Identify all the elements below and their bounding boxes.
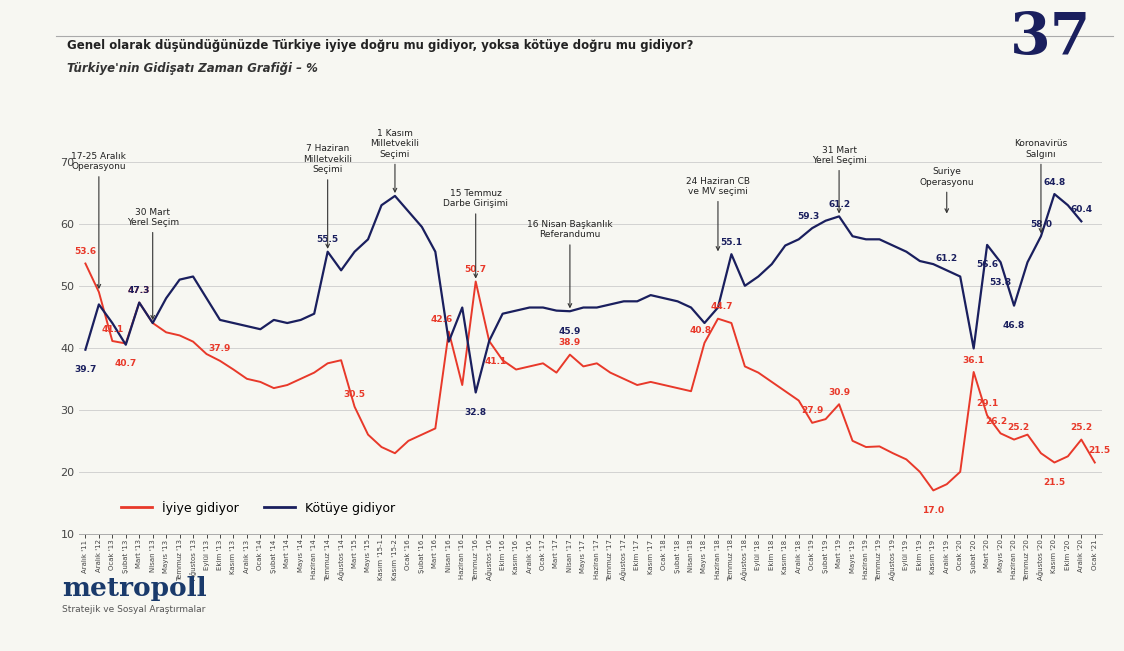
Text: 41.1: 41.1 (484, 357, 507, 365)
Text: 41.1: 41.1 (101, 325, 124, 333)
Text: 26.2: 26.2 (986, 417, 1007, 426)
Text: 25.2: 25.2 (1070, 423, 1093, 432)
Text: 55.1: 55.1 (720, 238, 743, 247)
Text: 45.9: 45.9 (559, 327, 581, 336)
Text: 50.7: 50.7 (464, 265, 487, 274)
Text: 27.9: 27.9 (801, 406, 824, 415)
Text: 38.9: 38.9 (559, 339, 581, 347)
Text: 46.8: 46.8 (1003, 321, 1025, 330)
Text: 32.8: 32.8 (464, 408, 487, 417)
Text: Koronavirüs
Salgını: Koronavirüs Salgını (1014, 139, 1068, 232)
Text: 36.1: 36.1 (962, 355, 985, 365)
Text: 60.4: 60.4 (1070, 205, 1093, 214)
Text: 24 Haziran CB
ve MV seçimi: 24 Haziran CB ve MV seçimi (686, 176, 750, 250)
Text: 30.5: 30.5 (344, 391, 365, 399)
Text: Stratejik ve Sosyal Araştırmalar: Stratejik ve Sosyal Araştırmalar (62, 605, 206, 615)
Legend: İyiye gidiyor, Kötüye gidiyor: İyiye gidiyor, Kötüye gidiyor (116, 496, 400, 519)
Text: 21.5: 21.5 (1043, 478, 1066, 487)
Text: 31 Mart
Yerel Seçimi: 31 Mart Yerel Seçimi (812, 146, 867, 212)
Text: 30 Mart
Yerel Seçim: 30 Mart Yerel Seçim (127, 208, 179, 319)
Text: Türkiye'nin Gidişatı Zaman Grafiği – %: Türkiye'nin Gidişatı Zaman Grafiği – % (67, 62, 318, 75)
Text: 40.7: 40.7 (115, 359, 137, 368)
Text: 53.6: 53.6 (74, 247, 97, 256)
Text: 56.6: 56.6 (976, 260, 998, 270)
Text: 16 Nisan Başkanlık
Referandumu: 16 Nisan Başkanlık Referandumu (527, 220, 613, 307)
Text: 1 Kasım
Milletvekili
Seçimi: 1 Kasım Milletvekili Seçimi (371, 129, 419, 192)
Text: 25.2: 25.2 (1007, 423, 1030, 432)
Text: 47.3: 47.3 (128, 286, 151, 295)
Text: 58.0: 58.0 (1030, 220, 1052, 229)
Text: 61.2: 61.2 (935, 254, 958, 263)
Text: 55.5: 55.5 (317, 235, 338, 244)
Text: 47.3: 47.3 (128, 286, 151, 295)
Text: 17-25 Aralık
Operasyonu: 17-25 Aralık Operasyonu (72, 152, 126, 288)
Text: 42.6: 42.6 (430, 315, 453, 324)
Text: 39.7: 39.7 (74, 365, 97, 374)
Text: 21.5: 21.5 (1088, 446, 1109, 455)
Text: 37.9: 37.9 (209, 344, 232, 353)
Text: metropoll: metropoll (62, 576, 207, 601)
Text: 30.9: 30.9 (828, 388, 850, 397)
Text: 29.1: 29.1 (976, 399, 998, 408)
Text: 7 Haziran
Milletvekili
Seçimi: 7 Haziran Milletvekili Seçimi (303, 145, 352, 247)
Text: 53.8: 53.8 (989, 278, 1012, 286)
Text: 59.3: 59.3 (797, 212, 819, 221)
Text: Suriye
Operasyonu: Suriye Operasyonu (919, 167, 975, 212)
Text: 44.7: 44.7 (710, 302, 733, 311)
Text: 64.8: 64.8 (1043, 178, 1066, 187)
Text: 17.0: 17.0 (922, 506, 944, 515)
Text: Genel olarak düşündüğünüzde Türkiye iyiye doğru mu gidiyor, yoksa kötüye doğru m: Genel olarak düşündüğünüzde Türkiye iyiy… (67, 39, 694, 52)
Text: 37: 37 (1010, 10, 1091, 66)
Text: 61.2: 61.2 (828, 200, 850, 209)
Text: 15 Temmuz
Darbe Girişimi: 15 Temmuz Darbe Girişimi (443, 189, 508, 277)
Text: 40.8: 40.8 (689, 326, 711, 335)
